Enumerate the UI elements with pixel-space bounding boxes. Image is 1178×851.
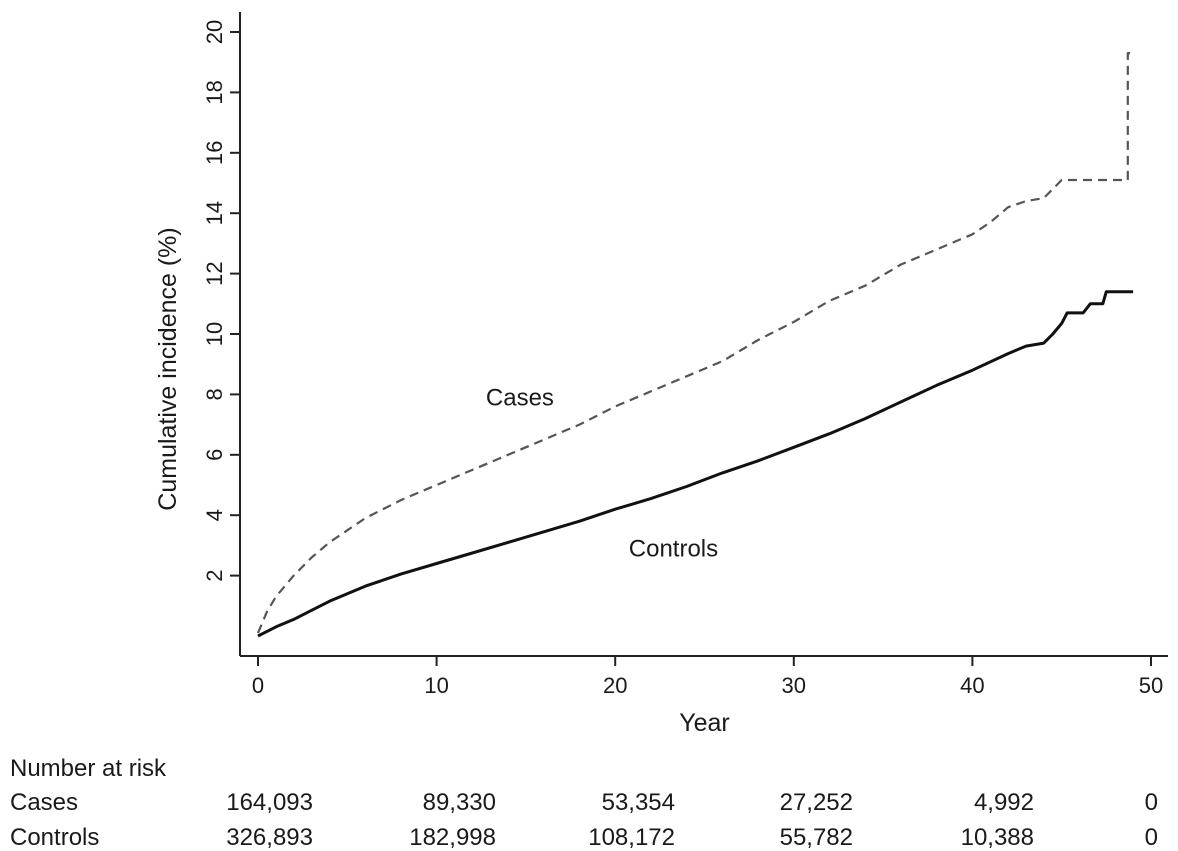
y-tick-label: 12 [202,261,227,285]
y-axis-title: Cumulative incidence (%) [154,227,182,510]
x-tick-label: 30 [782,673,806,698]
y-tick-label: 14 [202,201,227,225]
x-tick-label: 20 [603,673,627,698]
series-line-cases [256,52,1134,634]
x-axis-title: Year [679,709,730,737]
risk-value-controls: 55,782 [780,824,853,851]
y-tick-label: 16 [202,141,227,165]
risk-value-controls: 0 [1145,824,1158,851]
x-tick-label: 0 [252,673,264,698]
risk-value-controls: 326,893 [226,824,313,851]
risk-value-cases: 164,093 [226,789,313,816]
y-tick-label: 4 [202,509,227,521]
y-tick-label: 10 [202,322,227,346]
risk-value-controls: 182,998 [409,824,496,851]
series-line-controls [257,290,1134,638]
series [256,52,1134,638]
annotation-controls: Controls [629,535,718,562]
y-tick-label: 2 [202,569,227,581]
risk-value-controls: 108,172 [588,824,675,851]
risk-value-cases: 53,354 [602,789,675,816]
x-ticks: 0 10 20 30 40 50 [252,656,1163,698]
y-tick-label: 6 [202,449,227,461]
number-at-risk-table: Number at risk Cases Controls 164,093 89,… [10,755,1158,851]
annotation-cases: Cases [486,384,554,411]
risk-value-cases: 4,992 [974,789,1034,816]
risk-value-cases: 89,330 [423,789,496,816]
y-tick-label: 18 [202,80,227,104]
risk-value-controls: 10,388 [961,824,1034,851]
risk-value-cases: 27,252 [780,789,853,816]
risk-row-label-controls: Controls [10,824,99,851]
risk-values: 164,093 89,330 53,354 27,252 4,992 0 326,893 18… [226,789,1158,851]
risk-table-title: Number at risk [10,755,167,782]
x-tick-label: 10 [424,673,448,698]
x-tick-label: 50 [1139,673,1163,698]
risk-value-cases: 0 [1145,789,1158,816]
y-tick-label: 8 [202,388,227,400]
x-tick-label: 40 [960,673,984,698]
y-ticks: 2 4 6 8 10 12 14 16 18 20 [202,20,240,582]
risk-row-label-cases: Cases [10,789,78,816]
y-tick-label: 20 [202,20,227,44]
